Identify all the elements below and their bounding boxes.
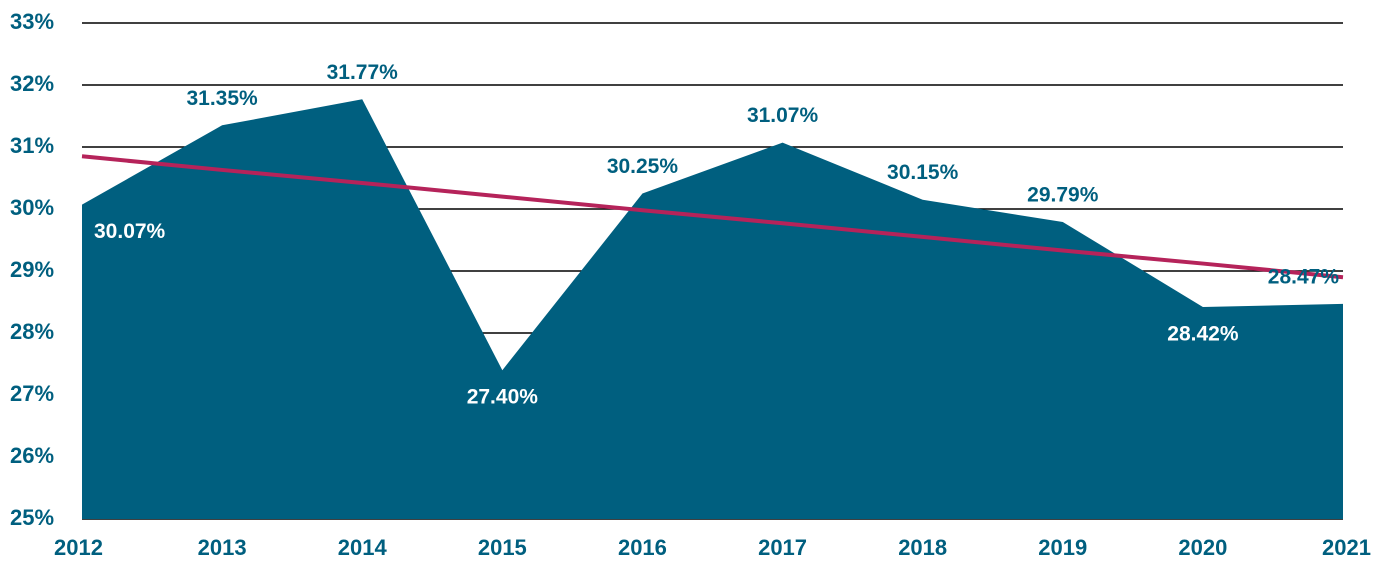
area [82,99,1343,519]
x-tick-label: 2014 [338,535,388,560]
y-tick-label: 25% [10,505,54,530]
y-tick-label: 33% [10,9,54,34]
value-label: 27.40% [467,386,539,409]
y-tick-label: 32% [10,71,54,96]
x-tick-label: 2013 [198,535,247,560]
y-tick-label: 28% [10,319,54,344]
value-label: 30.15% [887,161,959,184]
value-label: 28.42% [1167,323,1239,346]
value-label: 29.79% [1027,184,1099,207]
y-tick-label: 27% [10,381,54,406]
x-tick-label: 2017 [758,535,807,560]
y-tick-label: 30% [10,195,54,220]
value-label: 30.07% [94,220,166,243]
value-label: 31.77% [327,61,399,84]
x-tick-label: 2015 [478,535,527,560]
y-tick-label: 26% [10,443,54,468]
x-tick-label: 2019 [1038,535,1087,560]
y-tick-label: 29% [10,257,54,282]
x-tick-label: 2018 [898,535,947,560]
value-label: 31.07% [747,104,819,127]
y-tick-label: 31% [10,133,54,158]
x-tick-label: 2020 [1178,535,1227,560]
value-label: 31.35% [186,87,258,110]
x-tick-label: 2012 [54,535,103,560]
value-label: 28.47% [1268,265,1340,288]
value-label: 30.25% [607,155,679,178]
trend-line [81,154,1344,280]
x-tick-label: 2021 [1322,535,1371,560]
x-tick-label: 2016 [618,535,667,560]
